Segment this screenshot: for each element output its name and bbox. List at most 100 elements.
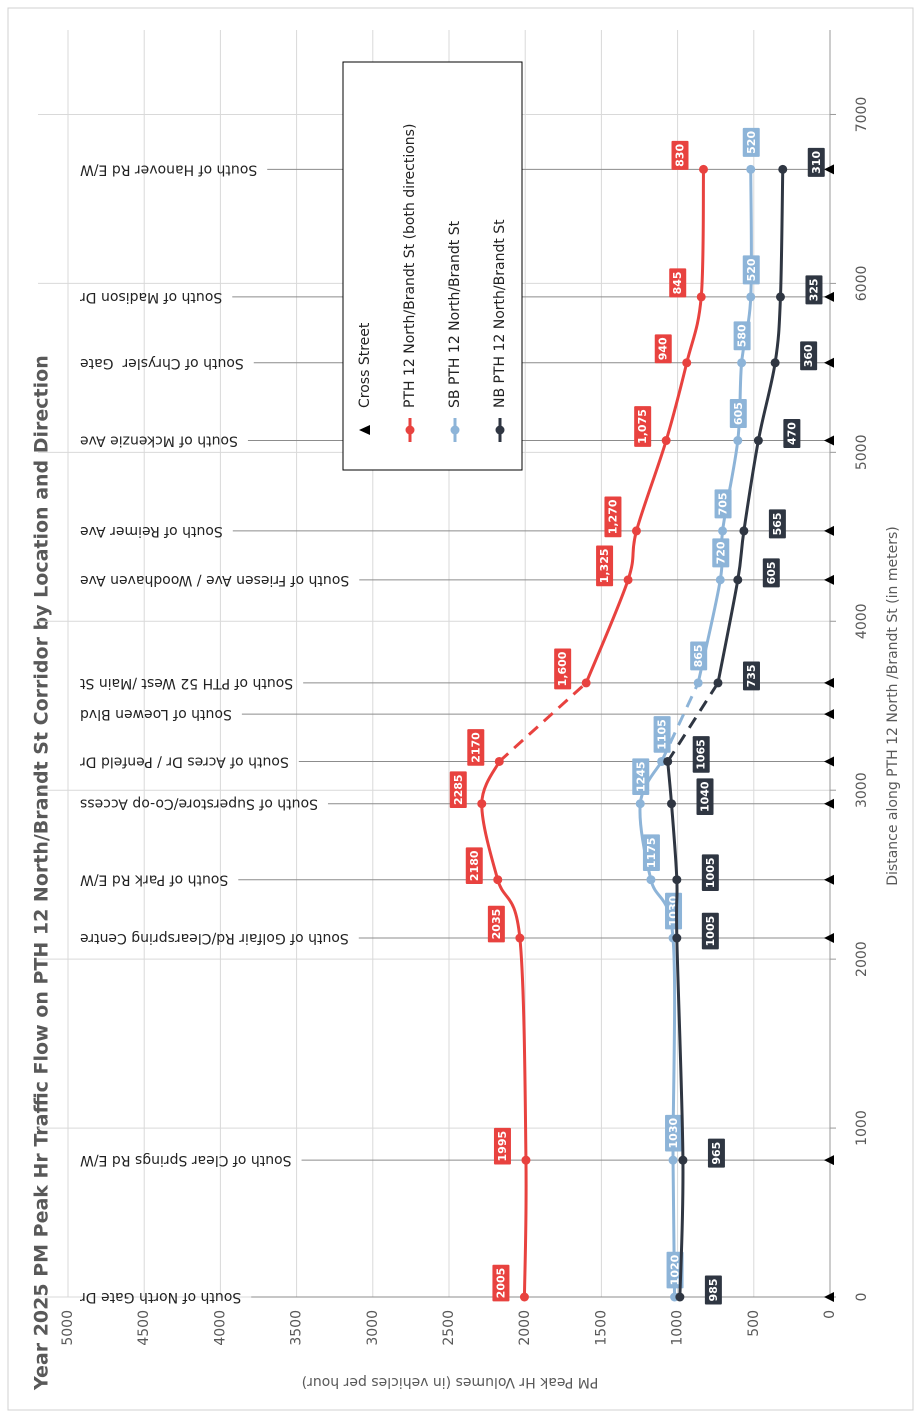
cross-street-marker xyxy=(824,798,834,809)
point xyxy=(733,436,743,446)
cross-street-marker xyxy=(824,677,834,688)
value-label-box xyxy=(733,321,751,351)
y-tick-label: 5000 xyxy=(60,1310,76,1346)
point xyxy=(718,526,728,536)
value-label-box xyxy=(707,1138,725,1168)
cross-street-label: South of Superstore/Co-op Access xyxy=(80,796,318,812)
value-label-box xyxy=(492,1264,510,1302)
cross-street-label: South of Park Rd E/W xyxy=(80,872,228,888)
value-label-box xyxy=(554,648,572,690)
value-label: 1245 xyxy=(634,761,647,792)
value-label: 1040 xyxy=(699,781,712,812)
legend: Cross Street PTH 12 North/Brandt St (both… xyxy=(342,61,523,471)
value-label: 2285 xyxy=(452,774,465,805)
cross-street-label: South of Loewen Blvd xyxy=(80,706,232,722)
value-label: 470 xyxy=(785,422,798,445)
value-label-box xyxy=(487,905,505,943)
value-label-box xyxy=(704,1275,722,1305)
point xyxy=(635,799,645,809)
point xyxy=(494,756,504,766)
point xyxy=(672,933,682,943)
x-tick-label: 0 xyxy=(854,1293,870,1302)
y-tick-label: 4000 xyxy=(212,1310,228,1346)
value-label-box xyxy=(654,334,672,364)
y-tick-label: 3500 xyxy=(289,1310,305,1346)
value-label-box xyxy=(467,729,485,766)
value-label-box xyxy=(604,496,622,538)
value-label-box xyxy=(742,127,760,157)
value-label: 565 xyxy=(771,512,784,535)
value-label-box xyxy=(800,341,818,371)
cross-street-marker xyxy=(824,164,834,175)
value-label: 845 xyxy=(671,271,684,294)
value-label-box xyxy=(742,255,760,285)
value-label: 325 xyxy=(807,278,820,301)
point xyxy=(661,436,671,446)
value-label: 1005 xyxy=(704,857,717,888)
point xyxy=(715,575,725,585)
value-label-box xyxy=(449,771,467,809)
value-label: 735 xyxy=(745,664,758,687)
value-label: 830 xyxy=(674,144,687,167)
value-label-box xyxy=(783,419,801,448)
cross-street-marker xyxy=(824,1292,834,1302)
value-label-box xyxy=(465,847,483,885)
legend-point xyxy=(495,425,505,435)
chart-title: Year 2025 PM Peak Hr Traffic Flow on PTH… xyxy=(31,355,53,1391)
value-label-box xyxy=(634,406,652,447)
y-tick-label: 1500 xyxy=(593,1310,609,1346)
value-label-box xyxy=(701,854,719,892)
value-label-box xyxy=(632,758,650,796)
value-label: 1020 xyxy=(669,1254,682,1285)
point xyxy=(699,164,709,174)
value-label: 1005 xyxy=(704,916,717,947)
cross-street-label: South of Friesen Ave / Woodhaven Ave xyxy=(80,572,349,588)
legend-marker xyxy=(359,425,370,435)
value-label: 720 xyxy=(714,541,727,564)
point xyxy=(770,358,780,368)
value-label-box xyxy=(762,558,780,588)
cross-street-label: South of PTH 52 West /Main St xyxy=(79,675,293,691)
cross-street-label: South of Golfair Rd/Clearspring Centre xyxy=(80,930,349,946)
value-label: 1065 xyxy=(695,739,708,770)
value-label: 1,075 xyxy=(636,409,649,444)
cross-street-marker xyxy=(824,291,834,302)
value-label-box xyxy=(671,140,689,170)
value-label: 965 xyxy=(710,1142,723,1165)
y-tick-label: 1000 xyxy=(670,1310,686,1346)
value-label: 1,325 xyxy=(598,548,611,583)
value-label: 2170 xyxy=(469,732,482,763)
x-tick-label: 3000 xyxy=(854,772,870,808)
x-axis-title: Distance along PTH 12 North /Brandt St (… xyxy=(885,526,901,885)
value-label-box xyxy=(714,489,732,519)
gap-connector xyxy=(660,682,700,763)
value-label-box xyxy=(805,275,823,305)
value-label: 2005 xyxy=(494,1268,507,1299)
legend-label: Cross Street xyxy=(357,322,373,408)
value-label-box xyxy=(712,538,730,568)
cross-street-label: South of North Gate Dr xyxy=(80,1289,241,1305)
legend-point xyxy=(405,425,415,435)
value-label-box xyxy=(768,509,786,539)
point xyxy=(667,799,677,809)
point xyxy=(696,292,706,302)
value-label: 580 xyxy=(736,324,749,347)
value-label: 1105 xyxy=(656,719,669,750)
value-label: 1030 xyxy=(667,1118,680,1149)
legend-label: PTH 12 North/Brandt St (both directions) xyxy=(402,124,418,408)
value-label-box xyxy=(596,545,614,587)
point xyxy=(672,875,682,885)
value-label: 520 xyxy=(745,131,758,154)
value-label: 1175 xyxy=(645,837,658,868)
cross-street-marker xyxy=(824,756,834,767)
point xyxy=(713,678,723,688)
value-label-box xyxy=(669,268,687,298)
point xyxy=(668,1155,678,1165)
value-label: 705 xyxy=(717,492,730,515)
cross-street-marker xyxy=(824,525,834,536)
cross-street-label: South of Acres Dr / Penfeld Dr xyxy=(80,753,289,769)
cross-street-label: South of Hanover Rd E/W xyxy=(80,161,257,177)
value-label-box xyxy=(807,147,825,177)
cross-street-marker xyxy=(824,574,834,585)
point xyxy=(775,292,785,302)
